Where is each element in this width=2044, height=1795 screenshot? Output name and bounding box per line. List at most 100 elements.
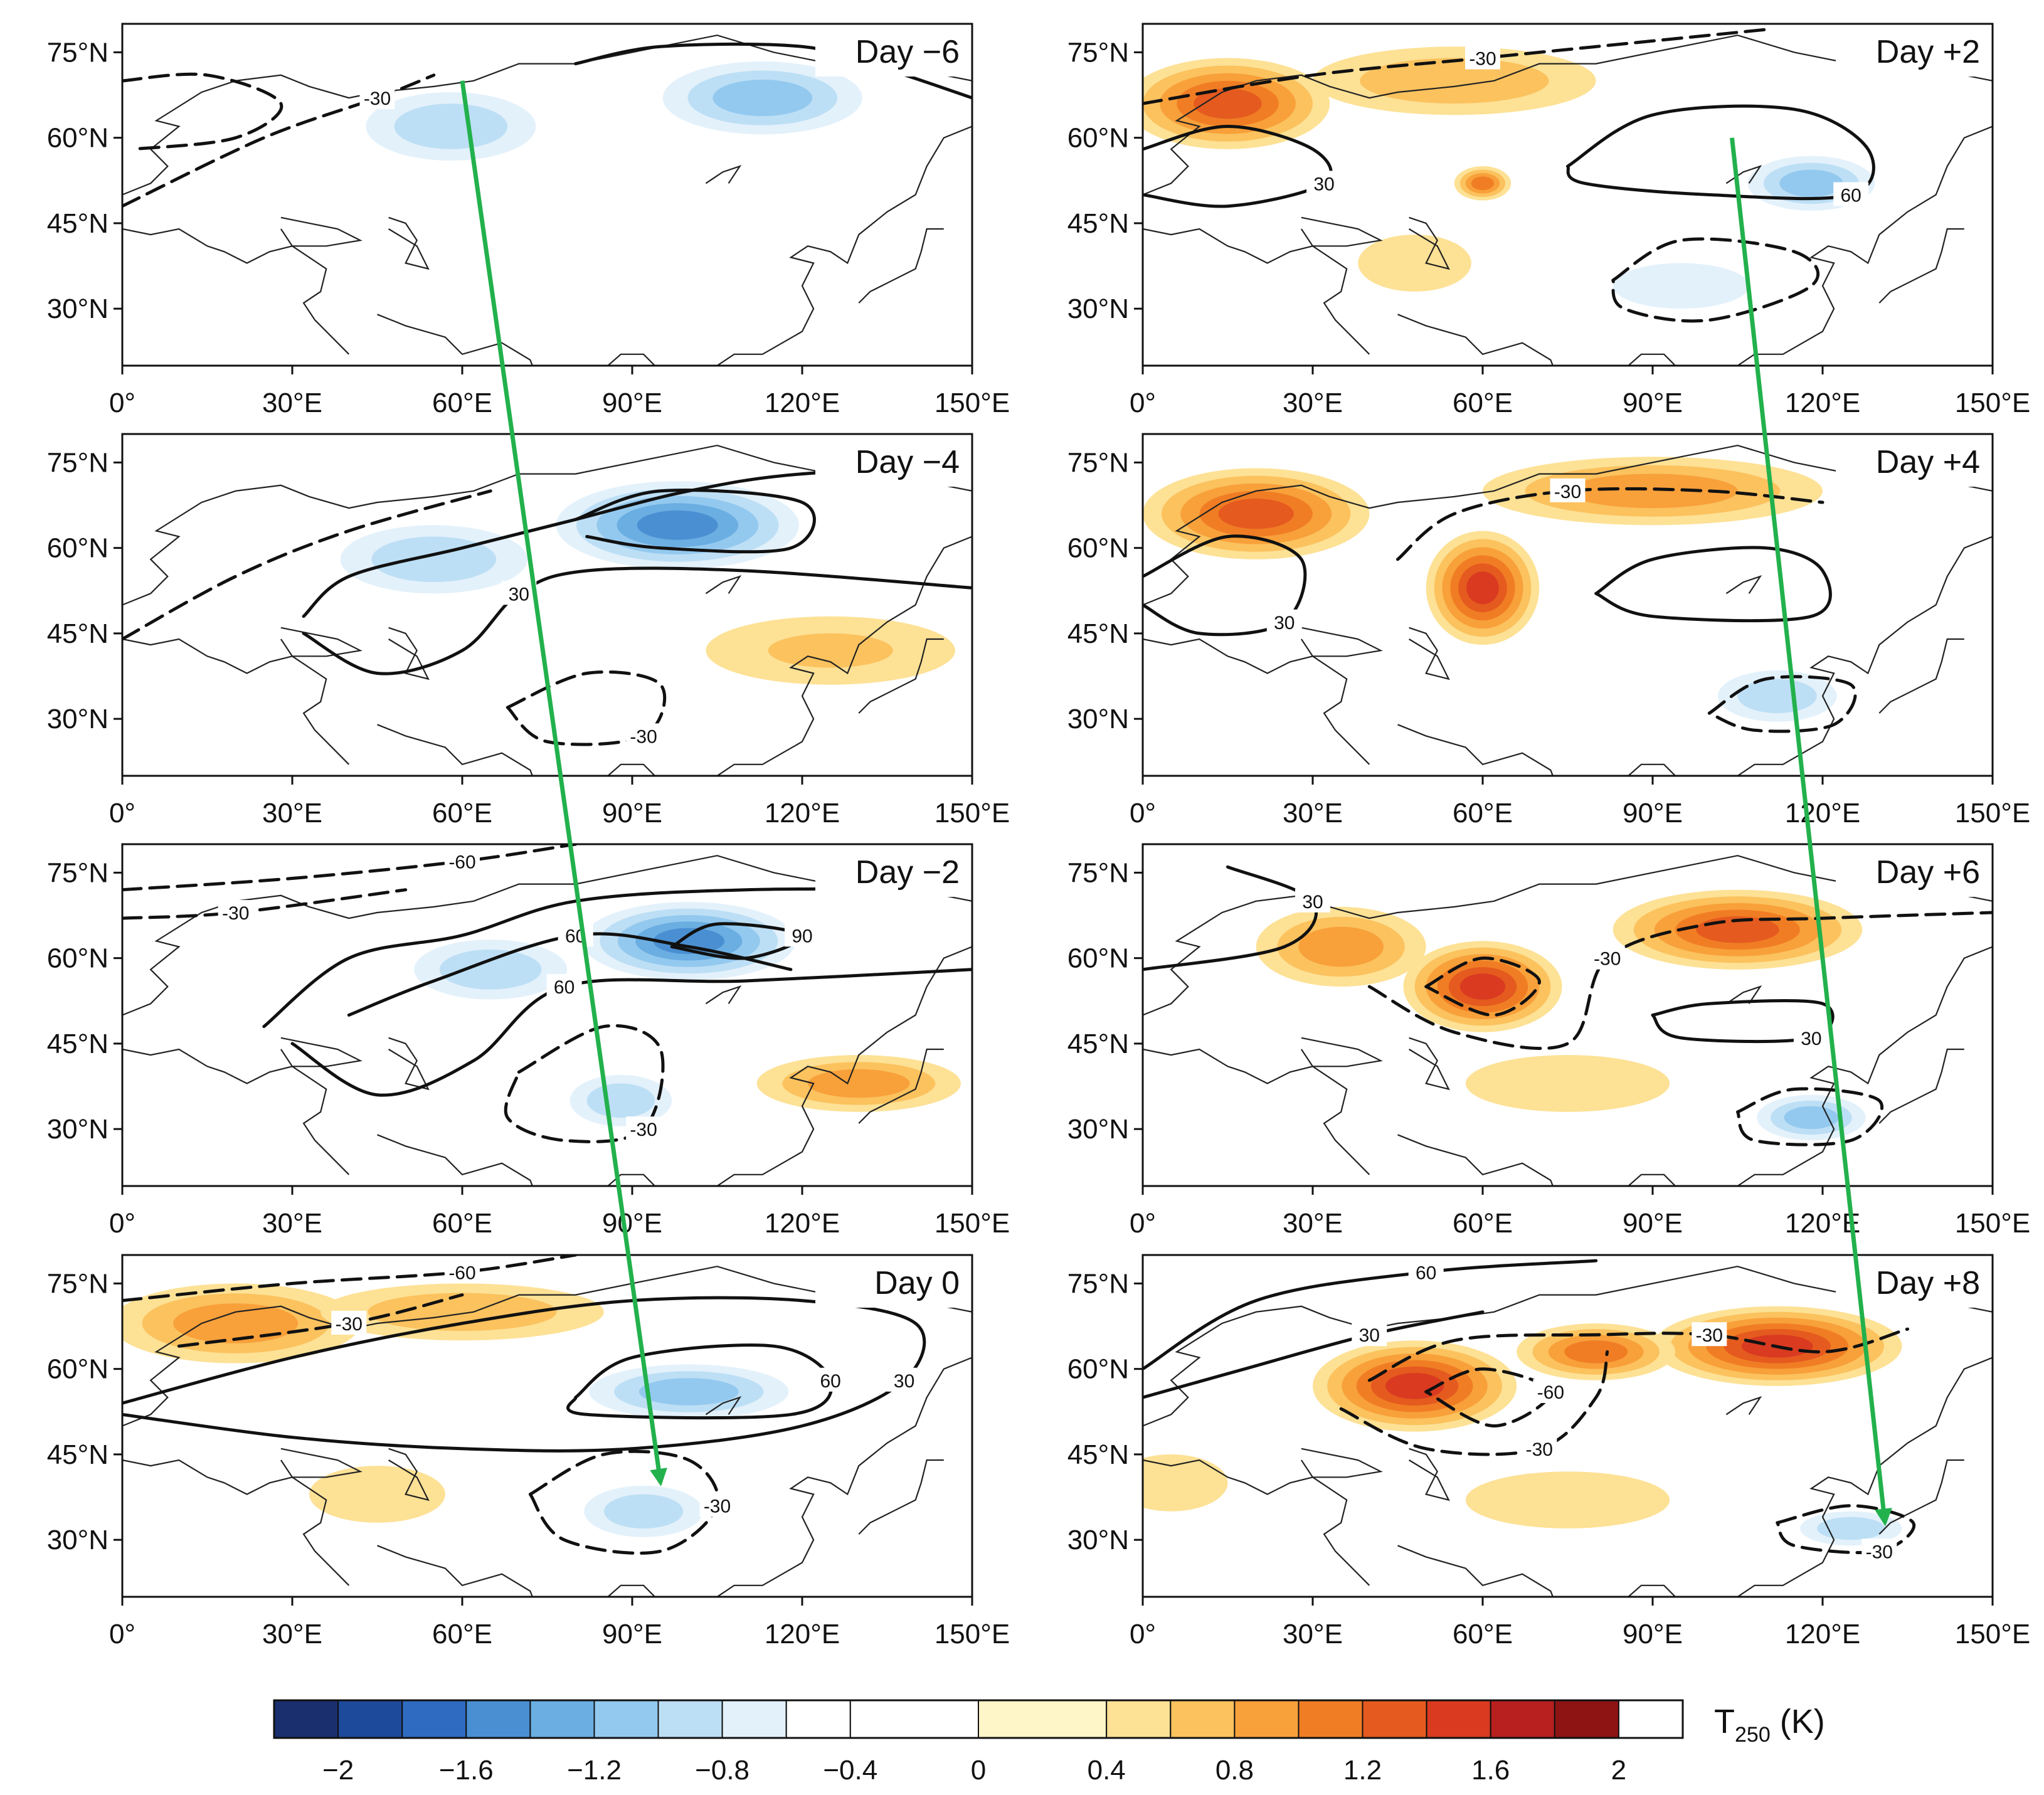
coastline bbox=[1409, 216, 1450, 270]
anomaly-shade bbox=[1564, 1340, 1628, 1363]
lat-tick-label: 75°N bbox=[1067, 37, 1129, 68]
lat-tick-label: 45°N bbox=[47, 1029, 109, 1059]
contour-label: 30 bbox=[509, 584, 529, 605]
anomaly-shade bbox=[156, 1511, 315, 1569]
lon-tick-label: 30°E bbox=[1283, 1208, 1343, 1239]
colorbar-swatch bbox=[273, 1700, 339, 1739]
colorbar-title: T250 (K) bbox=[1714, 1703, 1825, 1747]
lon-tick-label: 120°E bbox=[1785, 1208, 1860, 1239]
coastline bbox=[705, 985, 742, 1005]
contour-label-box bbox=[501, 581, 537, 605]
lat-tick-label: 30°N bbox=[1067, 1114, 1129, 1145]
colorbar-tick-label: 0.8 bbox=[1215, 1755, 1254, 1786]
coastline bbox=[1627, 353, 1676, 366]
coastline bbox=[1878, 638, 1964, 714]
anomaly-shade bbox=[637, 510, 718, 540]
lon-tick-label: 0° bbox=[1130, 388, 1156, 418]
coastline bbox=[716, 1357, 972, 1597]
lon-tick-label: 0° bbox=[1130, 1208, 1156, 1239]
contour-label-box bbox=[1295, 888, 1330, 913]
map-field: 30 -30 bbox=[122, 434, 972, 776]
positive-height-contour bbox=[1143, 865, 1318, 972]
coastline bbox=[705, 575, 742, 595]
lon-tick-label: 30°E bbox=[1283, 388, 1343, 418]
anomaly-shade bbox=[638, 1378, 739, 1406]
coastline bbox=[122, 855, 972, 1016]
contour-label: 60 bbox=[1416, 1263, 1436, 1283]
colorbar-swatch bbox=[1554, 1700, 1619, 1739]
positive-height-contour bbox=[302, 566, 972, 675]
lon-tick-label: 30°E bbox=[262, 388, 322, 418]
anomaly-shade bbox=[1358, 235, 1471, 292]
anomaly-shade bbox=[394, 103, 508, 149]
map-panel-d+6: 30 30 -30 Day +6 75°N 60°N 45°N 30°N 0° 30°E 60°E 9… bbox=[1067, 843, 2030, 1239]
contour-label-box bbox=[445, 1259, 480, 1284]
coastline bbox=[1409, 627, 1450, 680]
colorbar-swatch bbox=[721, 1700, 787, 1739]
colorbar-tick-label: −0.8 bbox=[695, 1755, 749, 1786]
anomaly-shade bbox=[1459, 973, 1506, 1000]
panel-frame bbox=[121, 1254, 973, 1598]
anomaly-shade bbox=[1465, 1471, 1670, 1529]
contour-label-box bbox=[813, 1367, 849, 1392]
lon-tick-label: 120°E bbox=[1785, 1619, 1860, 1649]
coastline bbox=[1737, 1357, 1993, 1597]
colorbar-swatch bbox=[1106, 1700, 1172, 1739]
anomaly-shade bbox=[1194, 88, 1262, 119]
negative-height-contour bbox=[122, 73, 436, 208]
trajectory-arrow bbox=[1730, 137, 1892, 1527]
lon-tick-label: 60°E bbox=[432, 1208, 492, 1239]
colorbar-swatch bbox=[1490, 1700, 1555, 1739]
lon-tick-label: 30°E bbox=[262, 1208, 322, 1239]
lon-tick-label: 60°E bbox=[432, 798, 492, 829]
contour-label: -30 bbox=[1594, 949, 1621, 970]
contour-label: 30 bbox=[894, 1371, 914, 1392]
coastline bbox=[122, 1459, 350, 1586]
colorbar-swatch bbox=[785, 1700, 851, 1739]
day-label: Day −4 bbox=[855, 444, 960, 480]
coastline bbox=[1878, 1048, 1964, 1124]
lon-tick-label: 90°E bbox=[602, 388, 662, 418]
map-field: 30 -30 bbox=[1143, 434, 1993, 776]
anomaly-shade bbox=[1779, 169, 1843, 198]
coastline bbox=[1143, 1459, 1370, 1586]
day-label-box bbox=[815, 844, 972, 897]
anomaly-shade bbox=[368, 1293, 557, 1332]
coastline bbox=[1725, 985, 1762, 1005]
negative-height-contour bbox=[1707, 675, 1857, 733]
coastline bbox=[1878, 228, 1964, 304]
contour-label: -30 bbox=[1554, 482, 1581, 502]
anomaly-shade bbox=[309, 1466, 445, 1523]
lat-tick-label: 60°N bbox=[1067, 1354, 1129, 1385]
positive-height-contour bbox=[1143, 1259, 1598, 1371]
colorbar-swatch bbox=[1362, 1700, 1427, 1739]
day-label-box bbox=[815, 24, 972, 77]
coastline bbox=[388, 627, 430, 680]
contour-label-box bbox=[1533, 1379, 1569, 1403]
map-panel-d-4: 30 -30 Day −4 75°N 60°N 45°N 30°N 0° 30°E 60°E 90°… bbox=[47, 433, 1010, 829]
contour-label: -30 bbox=[704, 1496, 731, 1517]
coastline bbox=[858, 638, 944, 714]
coastline bbox=[1409, 1037, 1450, 1091]
contour-label-box bbox=[785, 923, 820, 947]
anomaly-shade bbox=[808, 1069, 910, 1098]
coastline bbox=[1725, 1396, 1762, 1416]
coastline bbox=[1143, 228, 1370, 355]
colorbar-swatch bbox=[529, 1700, 595, 1739]
colorbar-tick-label: −1.6 bbox=[439, 1755, 494, 1786]
coastline bbox=[377, 314, 534, 366]
coastline bbox=[1143, 1048, 1370, 1175]
colorbar-swatch bbox=[593, 1700, 659, 1739]
coastline bbox=[1143, 1266, 1993, 1427]
negative-height-contour bbox=[1776, 1504, 1916, 1555]
lat-tick-label: 45°N bbox=[1067, 1439, 1129, 1470]
lon-tick-label: 150°E bbox=[1955, 388, 2030, 418]
coastline bbox=[858, 1459, 944, 1535]
lon-tick-label: 150°E bbox=[935, 1208, 1010, 1239]
lon-tick-label: 120°E bbox=[1785, 388, 1860, 418]
lat-tick-label: 75°N bbox=[1067, 447, 1129, 478]
colorbar-tick-label: −1.2 bbox=[567, 1755, 622, 1786]
panel-frame bbox=[121, 23, 973, 367]
